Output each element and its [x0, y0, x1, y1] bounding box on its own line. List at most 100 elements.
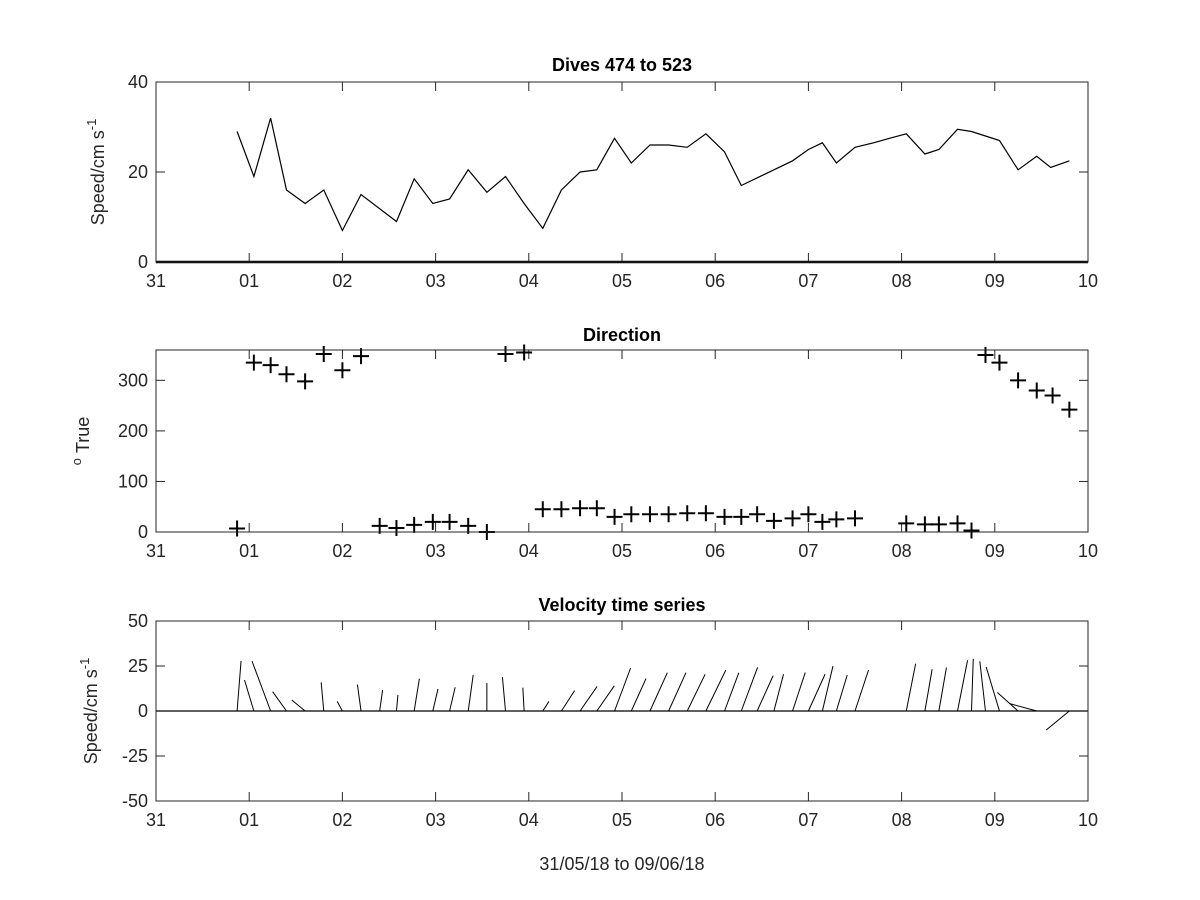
- velocity-panel-ylabel: Speed/cm s-1: [77, 658, 101, 765]
- y-tick-label: -25: [122, 746, 148, 766]
- direction-point: [606, 508, 623, 525]
- x-tick-label: 05: [612, 541, 632, 561]
- velocity-stick: [579, 686, 598, 712]
- velocity-panel: Velocity time series Speed/cm s-1 31 0 1 0 2…: [77, 595, 1098, 830]
- velocity-stick: [821, 666, 834, 712]
- direction-point: [497, 346, 514, 363]
- direction-point: [963, 522, 980, 539]
- velocity-stick: [997, 692, 1019, 712]
- velocity-stick: [596, 685, 615, 712]
- x-tick-label: 02: [332, 810, 352, 830]
- velocity-stick: [501, 677, 506, 712]
- direction-point: [371, 517, 388, 534]
- x-tick-label: 08: [892, 541, 912, 561]
- velocity-stick: [251, 660, 272, 712]
- direction-point: [278, 366, 295, 383]
- direction-point: [697, 505, 714, 522]
- y-tick-label: 100: [118, 471, 148, 491]
- velocity-stick: [561, 690, 576, 712]
- velocity-stick: [971, 658, 974, 712]
- velocity-stick: [756, 675, 774, 712]
- direction-point: [572, 500, 589, 517]
- velocity-stick: [792, 672, 806, 712]
- x-tick-label: 31: [146, 271, 166, 291]
- direction-point: [315, 346, 332, 363]
- velocity-stick: [379, 689, 384, 712]
- direction-point: [353, 348, 370, 365]
- velocity-stick: [740, 667, 759, 712]
- x-tick-label: 06: [705, 541, 725, 561]
- velocity-stick: [236, 660, 242, 712]
- direction-point: [334, 362, 351, 379]
- direction-point: [424, 513, 441, 530]
- direction-point: [679, 505, 696, 522]
- direction-point: [1028, 382, 1045, 399]
- direction-panel-marks: [229, 344, 1078, 540]
- velocity-stick: [272, 691, 287, 712]
- direction-point: [930, 516, 947, 533]
- x-tick-label: 08: [892, 271, 912, 291]
- velocity-stick: [668, 672, 687, 712]
- x-tick-label: 10: [1078, 541, 1098, 561]
- velocity-stick: [395, 694, 399, 712]
- x-tick-label: 03: [426, 271, 446, 291]
- direction-point: [828, 511, 845, 528]
- velocity-stick: [244, 679, 255, 712]
- direction-point: [588, 500, 605, 517]
- x-tick-label: 09: [985, 541, 1005, 561]
- velocity-panel-ticks: 31 01 02 03 04 05 06 07 08 09 10 -50 -25 0 25 50: [122, 611, 1098, 830]
- velocity-stick: [542, 701, 550, 712]
- x-tick-label: 04: [519, 810, 539, 830]
- x-tick-label: 02: [332, 541, 352, 561]
- velocity-stick: [924, 669, 933, 712]
- velocity-stick: [522, 687, 525, 712]
- direction-point: [229, 520, 246, 537]
- x-tick-label: 09: [985, 271, 1005, 291]
- velocity-stick: [773, 674, 785, 712]
- velocity-stick: [467, 674, 474, 712]
- direction-panel: Direction oTrue 31 01 02 03 04 05 06 07 08 09 1001…: [69, 325, 1098, 561]
- y-tick-label: 200: [118, 421, 148, 441]
- velocity-stick: [356, 684, 362, 712]
- direction-point: [977, 347, 994, 364]
- direction-point: [553, 501, 570, 518]
- velocity-stick: [985, 666, 1000, 712]
- direction-point: [716, 508, 733, 525]
- velocity-stick: [979, 661, 986, 712]
- x-tick-label: 07: [798, 810, 818, 830]
- y-tick-label: 25: [128, 656, 148, 676]
- speed-panel: Dives 474 to 523 Speed/cm s-1 31 01 02 03 04…: [84, 55, 1098, 291]
- direction-point: [814, 513, 831, 530]
- x-tick-label: 10: [1078, 810, 1098, 830]
- direction-point: [949, 515, 966, 532]
- velocity-stick: [686, 674, 706, 712]
- speed-panel-frame: [155, 81, 1089, 263]
- velocity-stick: [905, 663, 917, 712]
- velocity-stick: [630, 678, 647, 712]
- direction-point: [388, 519, 405, 536]
- y-tick-label: 0: [138, 701, 148, 721]
- velocity-panel-title: Velocity time series: [538, 595, 705, 615]
- velocity-stick: [614, 667, 632, 712]
- direction-point: [406, 516, 423, 533]
- x-tick-label: 31: [146, 810, 166, 830]
- velocity-stick: [291, 699, 306, 712]
- y-tick-label: 20: [128, 162, 148, 182]
- y-tick-label: 40: [128, 72, 148, 92]
- velocity-stick: [705, 669, 727, 712]
- velocity-stick: [649, 672, 668, 712]
- y-tick-label: 0: [138, 522, 148, 542]
- x-tick-label: 06: [705, 810, 725, 830]
- direction-panel-ylabel: oTrue: [69, 417, 93, 466]
- x-tick-label: 07: [798, 271, 818, 291]
- x-tick-label: 05: [612, 810, 632, 830]
- y-tick-label: 0: [138, 252, 148, 272]
- direction-point: [460, 517, 477, 534]
- velocity-stick: [854, 669, 869, 712]
- x-tick-label: 06: [705, 271, 725, 291]
- direction-point: [441, 513, 458, 530]
- velocity-stick: [1009, 703, 1037, 712]
- y-tick-label: 300: [118, 370, 148, 390]
